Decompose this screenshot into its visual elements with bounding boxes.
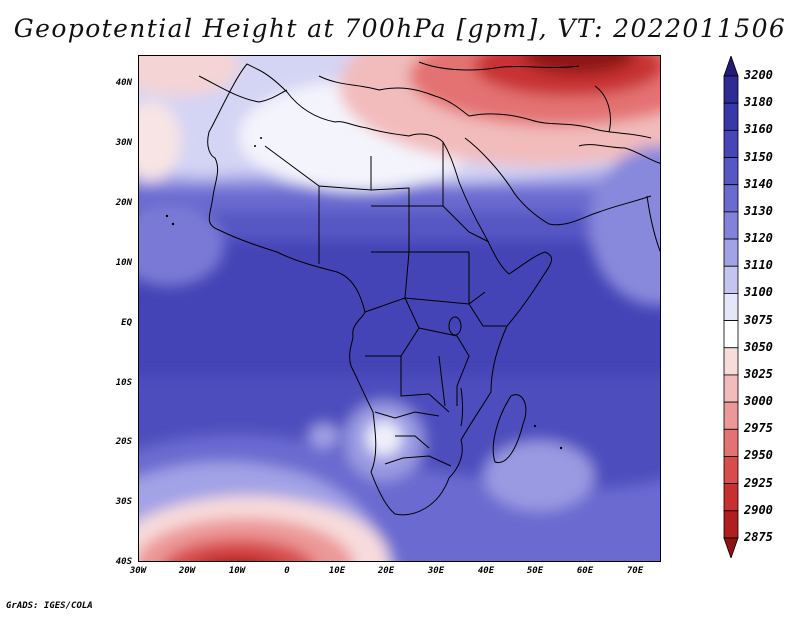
island: [254, 145, 256, 147]
colorbar-swatch: [723, 320, 739, 349]
colorbar-swatch: [723, 184, 739, 213]
colorbar-level-label: 3200: [744, 68, 773, 82]
x-tick-label: 10E: [328, 566, 346, 576]
colorbar-swatch: [723, 510, 739, 539]
x-tick-label: 30E: [427, 566, 445, 576]
island: [171, 222, 175, 226]
y-tick-label: 10S: [115, 378, 132, 388]
colorbar-level-label: 2925: [744, 475, 773, 490]
madagascar-outline: [492, 394, 527, 463]
field-trough: [205, 556, 269, 561]
colorbar-swatch: [723, 211, 739, 240]
colorbar-level-label: 3140: [744, 176, 773, 191]
colorbar-swatch: [723, 374, 739, 403]
arabia-coastline: [464, 137, 652, 226]
colorbar-cap-bottom: [723, 537, 739, 558]
lake-tanganyika: [438, 355, 446, 407]
colorbar-level-label: 3000: [744, 394, 773, 409]
colorbar-swatch: [723, 293, 739, 321]
field-high: [484, 441, 594, 511]
colorbar-level-label: 2975: [744, 421, 773, 436]
x-tick-label: 10W: [228, 566, 246, 576]
gulf-coastline: [578, 144, 660, 164]
colorbar-level-label: 2950: [744, 448, 773, 463]
island: [533, 424, 537, 428]
x-tick-label: 0: [284, 566, 290, 576]
x-tick-label: 70E: [626, 566, 644, 576]
colorbar-swatch: [723, 347, 739, 376]
field-band: [139, 206, 224, 286]
colorbar-swatch: [723, 75, 739, 104]
colorbar-level-label: 2875: [744, 530, 773, 544]
field-high: [366, 420, 402, 456]
map-panel: [138, 55, 661, 562]
caspian-coast: [594, 85, 611, 133]
x-tick-label: 30W: [129, 566, 147, 576]
field-high: [139, 56, 239, 96]
colorbar-level-label: 3160: [744, 122, 773, 137]
y-tick-label: 30S: [115, 497, 132, 507]
y-tick-label: 20N: [115, 198, 132, 208]
country-borders: [264, 142, 507, 467]
height-field-map: [139, 56, 660, 561]
land-outlines: [198, 61, 660, 516]
x-tick-label: 20W: [178, 566, 196, 576]
africa-coastline: [207, 63, 552, 516]
colorbar-swatch: [723, 157, 739, 186]
colorbar-level-label: 3100: [744, 285, 773, 300]
colorbar-swatch: [723, 456, 739, 485]
colorbar-level-label: 3120: [744, 231, 773, 246]
europe-coastline: [418, 61, 580, 71]
y-tick-label: 40S: [115, 557, 132, 567]
colorbar-level-label: 3130: [744, 203, 773, 218]
lake-malawi: [460, 387, 463, 427]
x-tick-label: 60E: [576, 566, 594, 576]
y-tick-label: 30N: [115, 138, 132, 148]
x-tick-label: 50E: [526, 566, 544, 576]
colorbar-swatch: [723, 238, 739, 267]
colorbar-level-label: 3110: [744, 258, 773, 273]
middle-east-border: [468, 113, 652, 139]
colorbar-swatch: [723, 428, 739, 457]
field-high: [309, 424, 339, 448]
colorbar-level-label: 2900: [744, 502, 773, 517]
colorbar-level-label: 3075: [744, 312, 773, 327]
island: [260, 137, 262, 139]
colorbar-level-label: 3050: [744, 339, 773, 354]
field-high: [139, 101, 181, 181]
y-tick-label: 20S: [115, 437, 132, 447]
field-band: [589, 146, 660, 306]
x-tick-label: 40E: [477, 566, 495, 576]
mediterranean-coast: [198, 75, 288, 103]
colorbar-level-label: 3180: [744, 95, 773, 110]
island: [165, 214, 169, 218]
field-trough: [164, 539, 314, 561]
colorbar-level-label: 3150: [744, 149, 773, 164]
colorbar-swatch: [723, 265, 739, 294]
colorbar-swatch: [723, 483, 739, 512]
colorbar-swatch: [723, 401, 739, 430]
footer-credit: GrADS: IGES/COLA: [6, 601, 93, 611]
island: [559, 446, 563, 450]
y-tick-label: 40N: [115, 78, 132, 88]
y-tick-label: EQ: [121, 318, 132, 328]
x-tick-label: 20E: [377, 566, 395, 576]
chart-title: Geopotential Height at 700hPa [gpm], VT:…: [13, 14, 787, 43]
islands: [165, 137, 563, 450]
colorbar-level-label: 3025: [744, 366, 773, 381]
field-trough: [524, 56, 634, 74]
y-tick-label: 10N: [115, 258, 132, 268]
colorbar-swatch: [723, 102, 739, 131]
lake-victoria: [448, 316, 462, 336]
colorbar-swatch: [723, 129, 739, 158]
colorbar-cap-top: [723, 56, 739, 77]
india-coastline: [646, 195, 660, 253]
mediterranean-coast: [318, 75, 470, 117]
colorbar: [723, 56, 739, 558]
